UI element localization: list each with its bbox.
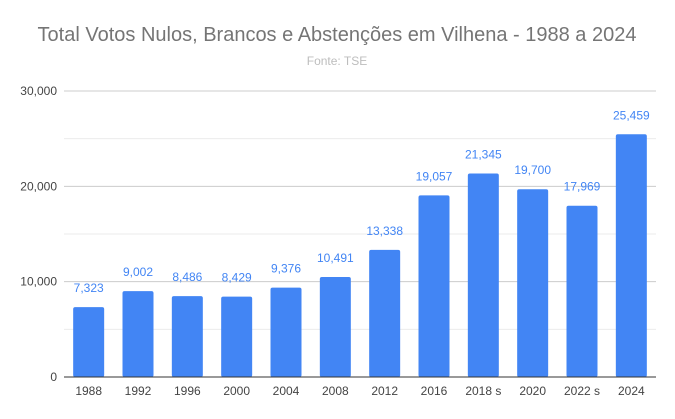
data-label: 7,323 <box>74 281 104 295</box>
bar <box>369 249 401 377</box>
bar <box>319 276 351 377</box>
data-label: 10,491 <box>317 251 354 265</box>
x-tick-label: 1988 <box>75 384 102 398</box>
y-tick-label: 20,000 <box>20 179 57 193</box>
bar <box>418 195 450 377</box>
data-label: 8,429 <box>222 271 252 285</box>
x-tick-label: 1996 <box>174 384 201 398</box>
x-tick-label: 2016 <box>421 384 448 398</box>
bar <box>73 307 105 377</box>
bar <box>122 291 154 377</box>
chart-subtitle: Fonte: TSE <box>307 54 367 68</box>
bar <box>171 296 203 377</box>
data-label: 19,057 <box>416 169 453 183</box>
x-tick-label: 2008 <box>322 384 349 398</box>
data-label: 19,700 <box>514 163 551 177</box>
x-tick-label: 2018 s <box>465 384 501 398</box>
data-label: 9,002 <box>123 265 153 279</box>
chart-title: Total Votos Nulos, Brancos e Abstenções … <box>38 24 637 46</box>
y-tick-label: 0 <box>50 370 57 384</box>
bar <box>517 189 549 377</box>
data-label: 13,338 <box>366 224 403 238</box>
data-label: 8,486 <box>172 270 202 284</box>
data-label: 21,345 <box>465 148 502 162</box>
y-tick-label: 10,000 <box>20 275 57 289</box>
bar <box>270 287 302 377</box>
x-tick-label: 2012 <box>371 384 398 398</box>
bar <box>221 296 253 377</box>
data-label: 9,376 <box>271 262 301 276</box>
y-tick-label: 30,000 <box>20 84 57 98</box>
x-tick-label: 1992 <box>125 384 152 398</box>
bar <box>566 205 598 377</box>
x-tick-label: 2000 <box>223 384 250 398</box>
x-tick-label: 2022 s <box>564 384 600 398</box>
x-tick-label: 2020 <box>519 384 546 398</box>
x-tick-label: 2024 <box>618 384 645 398</box>
x-tick-label: 2004 <box>273 384 300 398</box>
bar <box>615 134 647 377</box>
data-label: 25,459 <box>613 108 650 122</box>
bar <box>467 173 499 377</box>
data-label: 17,969 <box>564 180 601 194</box>
